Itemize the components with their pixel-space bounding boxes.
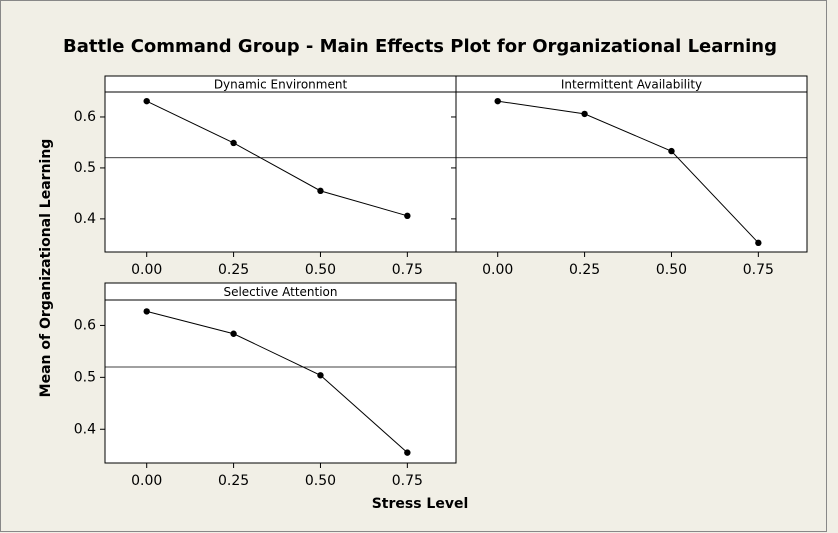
point <box>668 147 675 155</box>
point <box>581 110 588 118</box>
x-tick-label: 0.75 <box>392 262 423 278</box>
x-tick-label: 0.25 <box>218 473 249 489</box>
series-line <box>146 310 408 453</box>
x-tick-label: 0.75 <box>392 473 423 489</box>
x-tick-label: 0.00 <box>131 473 162 489</box>
point <box>494 97 501 105</box>
point <box>230 330 237 337</box>
x-tick-label: 0.50 <box>656 262 687 278</box>
y-tick-label: 0.4 <box>74 421 96 437</box>
x-tick-label: 0.50 <box>305 262 336 278</box>
y-tick-label: 0.5 <box>74 369 96 385</box>
point <box>317 187 324 195</box>
point <box>143 308 150 315</box>
point <box>404 449 411 456</box>
panel-title: Dynamic Environment <box>214 78 348 92</box>
chart-title: Battle Command Group - Main Effects Plot… <box>63 36 777 57</box>
x-tick-label: 0.50 <box>305 473 336 489</box>
panel-title: Intermittent Availability <box>561 78 702 92</box>
x-tick-label: 0.75 <box>743 262 774 278</box>
series-line <box>146 100 408 217</box>
point <box>404 212 411 220</box>
y-tick-label: 0.5 <box>74 160 96 176</box>
plot-area <box>104 91 457 253</box>
x-tick-label: 0.25 <box>218 262 249 278</box>
y-axis-label: Mean of Organizational Learning <box>38 139 54 398</box>
plot-area <box>104 299 457 464</box>
x-tick-label: 0.25 <box>569 262 600 278</box>
x-tick-label: 0.00 <box>482 262 513 278</box>
panel-title: Selective Attention <box>223 285 337 299</box>
x-axis-label: Stress Level <box>372 496 469 512</box>
point <box>317 372 324 379</box>
point <box>230 139 237 147</box>
plot-area <box>455 91 808 253</box>
point <box>755 239 762 247</box>
point <box>143 97 150 105</box>
y-tick-label: 0.4 <box>74 211 96 227</box>
x-tick-label: 0.00 <box>131 262 162 278</box>
y-tick-label: 0.6 <box>74 317 96 333</box>
series-line <box>497 100 759 244</box>
y-tick-label: 0.6 <box>74 109 96 125</box>
